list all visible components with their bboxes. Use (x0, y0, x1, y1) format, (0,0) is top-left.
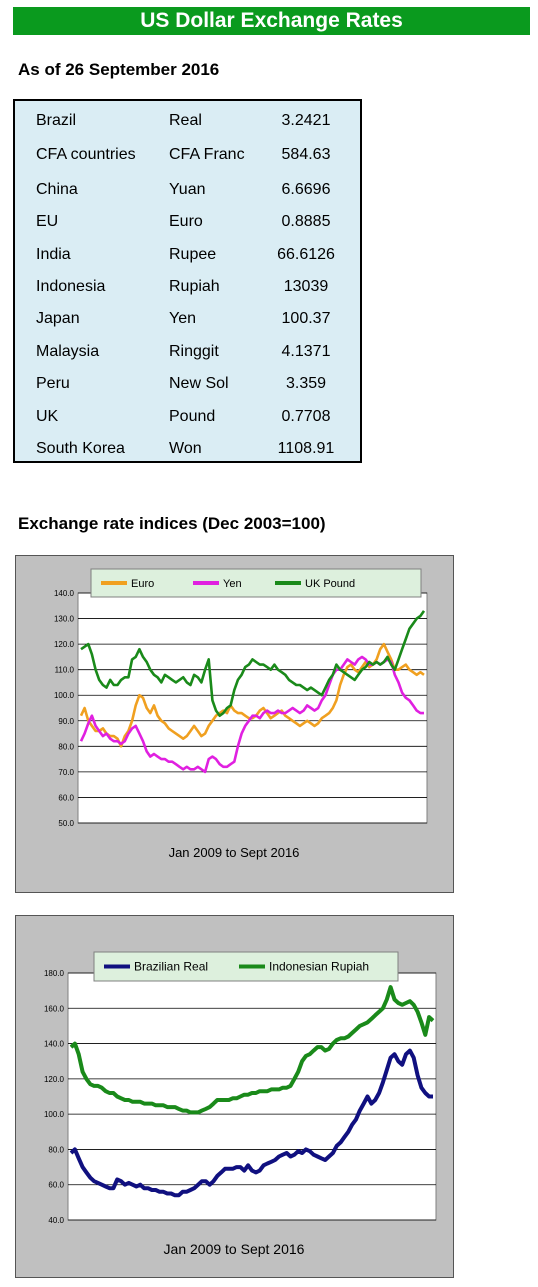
y-tick-label: 160.0 (44, 1004, 65, 1013)
x-axis-label: Jan 2009 to Sept 2016 (169, 845, 300, 860)
rate-value: 13039 (283, 278, 329, 295)
legend-label: Yen (223, 578, 242, 590)
rate-value: 3.359 (285, 375, 327, 392)
plot-area (77, 592, 428, 824)
rate-value: 3.2421 (281, 112, 331, 129)
rate-currency: Pound (169, 408, 216, 425)
y-tick-label: 90.0 (58, 717, 74, 726)
y-tick-label: 60.0 (48, 1181, 64, 1190)
legend-label: UK Pound (305, 578, 355, 590)
y-tick-label: 100.0 (44, 1110, 65, 1119)
y-tick-label: 60.0 (58, 793, 74, 802)
rate-country: Indonesia (36, 278, 106, 295)
rate-currency: Real (169, 112, 202, 129)
y-tick-label: 70.0 (58, 768, 74, 777)
rate-currency: New Sol (169, 375, 229, 392)
rate-country: China (36, 181, 78, 198)
legend-label: Brazilian Real (134, 960, 208, 974)
rate-row: CFA countries CFA Franc 584.63 (15, 144, 360, 166)
rate-value: 100.37 (281, 310, 331, 327)
y-tick-label: 80.0 (58, 742, 74, 751)
page-banner: US Dollar Exchange Rates (13, 7, 530, 35)
rate-value: 66.6126 (277, 246, 335, 263)
chart-brazil-indonesia-svg: 180.0 160.0 140.0 120.0 100.0 80.0 60.0 40.0 Bra… (44, 951, 437, 1257)
rate-value: 6.6696 (281, 181, 331, 198)
rate-currency: Yen (169, 310, 196, 327)
rate-row: India Rupee 66.6126 (15, 244, 360, 266)
series-line-brazilian-real (69, 1048, 433, 1198)
rate-country: CFA countries (36, 146, 136, 163)
rate-country: EU (36, 213, 59, 230)
rate-currency: Euro (169, 213, 203, 230)
rate-country: India (36, 246, 71, 263)
rates-table: Brazil Real 3.2421 CFA countries CFA Franc 58… (13, 99, 362, 463)
rate-country: Brazil (36, 112, 77, 129)
series-line-uk-pound (80, 610, 426, 717)
rate-value: 0.7708 (281, 408, 331, 425)
indices-title: Exchange rate indices (Dec 2003=100) (18, 514, 326, 533)
rate-row: Japan Yen 100.37 (15, 308, 360, 330)
as-of-date: As of 26 September 2016 (18, 60, 220, 79)
rate-country: Japan (36, 310, 80, 327)
legend-label: Euro (131, 578, 154, 590)
legend-box (90, 568, 422, 598)
y-tick-label: 110.0 (55, 666, 75, 675)
series-line-yen (79, 655, 424, 774)
y-tick-label: 140.0 (54, 589, 75, 598)
rate-value: 0.8885 (281, 213, 331, 230)
rate-value: 584.63 (281, 146, 331, 163)
rate-row: Indonesia Rupiah 13039 (15, 276, 360, 298)
rate-row: Malaysia Ringgit 4.1371 (15, 341, 360, 363)
series-line-indonesian-rupiah (69, 985, 435, 1115)
rate-currency: Rupiah (169, 278, 220, 295)
rate-value: 4.1371 (281, 343, 331, 360)
y-tick-label: 120.0 (54, 640, 75, 649)
rate-country: UK (36, 408, 59, 425)
y-tick-label: 140.0 (44, 1040, 65, 1049)
rate-row: Brazil Real 3.2421 (15, 110, 360, 132)
rate-row: EU Euro 0.8885 (15, 211, 360, 233)
chart-exchange-indices: 140.0 130.0 120.0 110.0 100.0 90.0 80.0 70.0 60.… (15, 555, 454, 893)
legend-label: Indonesian Rupiah (269, 960, 369, 974)
rate-currency: CFA Franc (169, 146, 245, 163)
rate-value: 1108.91 (277, 440, 335, 457)
rate-row: UK Pound 0.7708 (15, 406, 360, 428)
y-tick-label: 100.0 (54, 691, 75, 700)
x-axis-label: Jan 2009 to Sept 2016 (164, 1241, 305, 1257)
y-tick-label: 120.0 (44, 1075, 65, 1084)
legend: Brazilian Real Indonesian Rupiah (93, 951, 399, 982)
rate-country: Peru (36, 375, 70, 392)
y-tick-label: 40.0 (48, 1216, 64, 1225)
rate-currency: Won (169, 440, 202, 457)
chart-exchange-indices-svg: 140.0 130.0 120.0 110.0 100.0 90.0 80.0 70.0 60.… (54, 568, 428, 860)
rate-row: China Yuan 6.6696 (15, 179, 360, 201)
rate-currency: Yuan (169, 181, 206, 198)
rate-currency: Ringgit (169, 343, 219, 360)
rate-row: Peru New Sol 3.359 (15, 373, 360, 395)
chart-brazil-indonesia: 180.0 160.0 140.0 120.0 100.0 80.0 60.0 40.0 Bra… (15, 915, 454, 1278)
y-tick-label: 130.0 (54, 615, 75, 624)
rate-country: Malaysia (36, 343, 100, 360)
y-tick-label: 180.0 (44, 969, 65, 978)
legend: Euro Yen UK Pound (90, 568, 422, 598)
rate-row: South Korea Won 1108.91 (15, 438, 360, 460)
y-tick-label: 80.0 (48, 1145, 64, 1154)
rate-currency: Rupee (169, 246, 217, 263)
y-tick-label: 50.0 (58, 819, 74, 828)
rate-country: South Korea (36, 440, 125, 457)
